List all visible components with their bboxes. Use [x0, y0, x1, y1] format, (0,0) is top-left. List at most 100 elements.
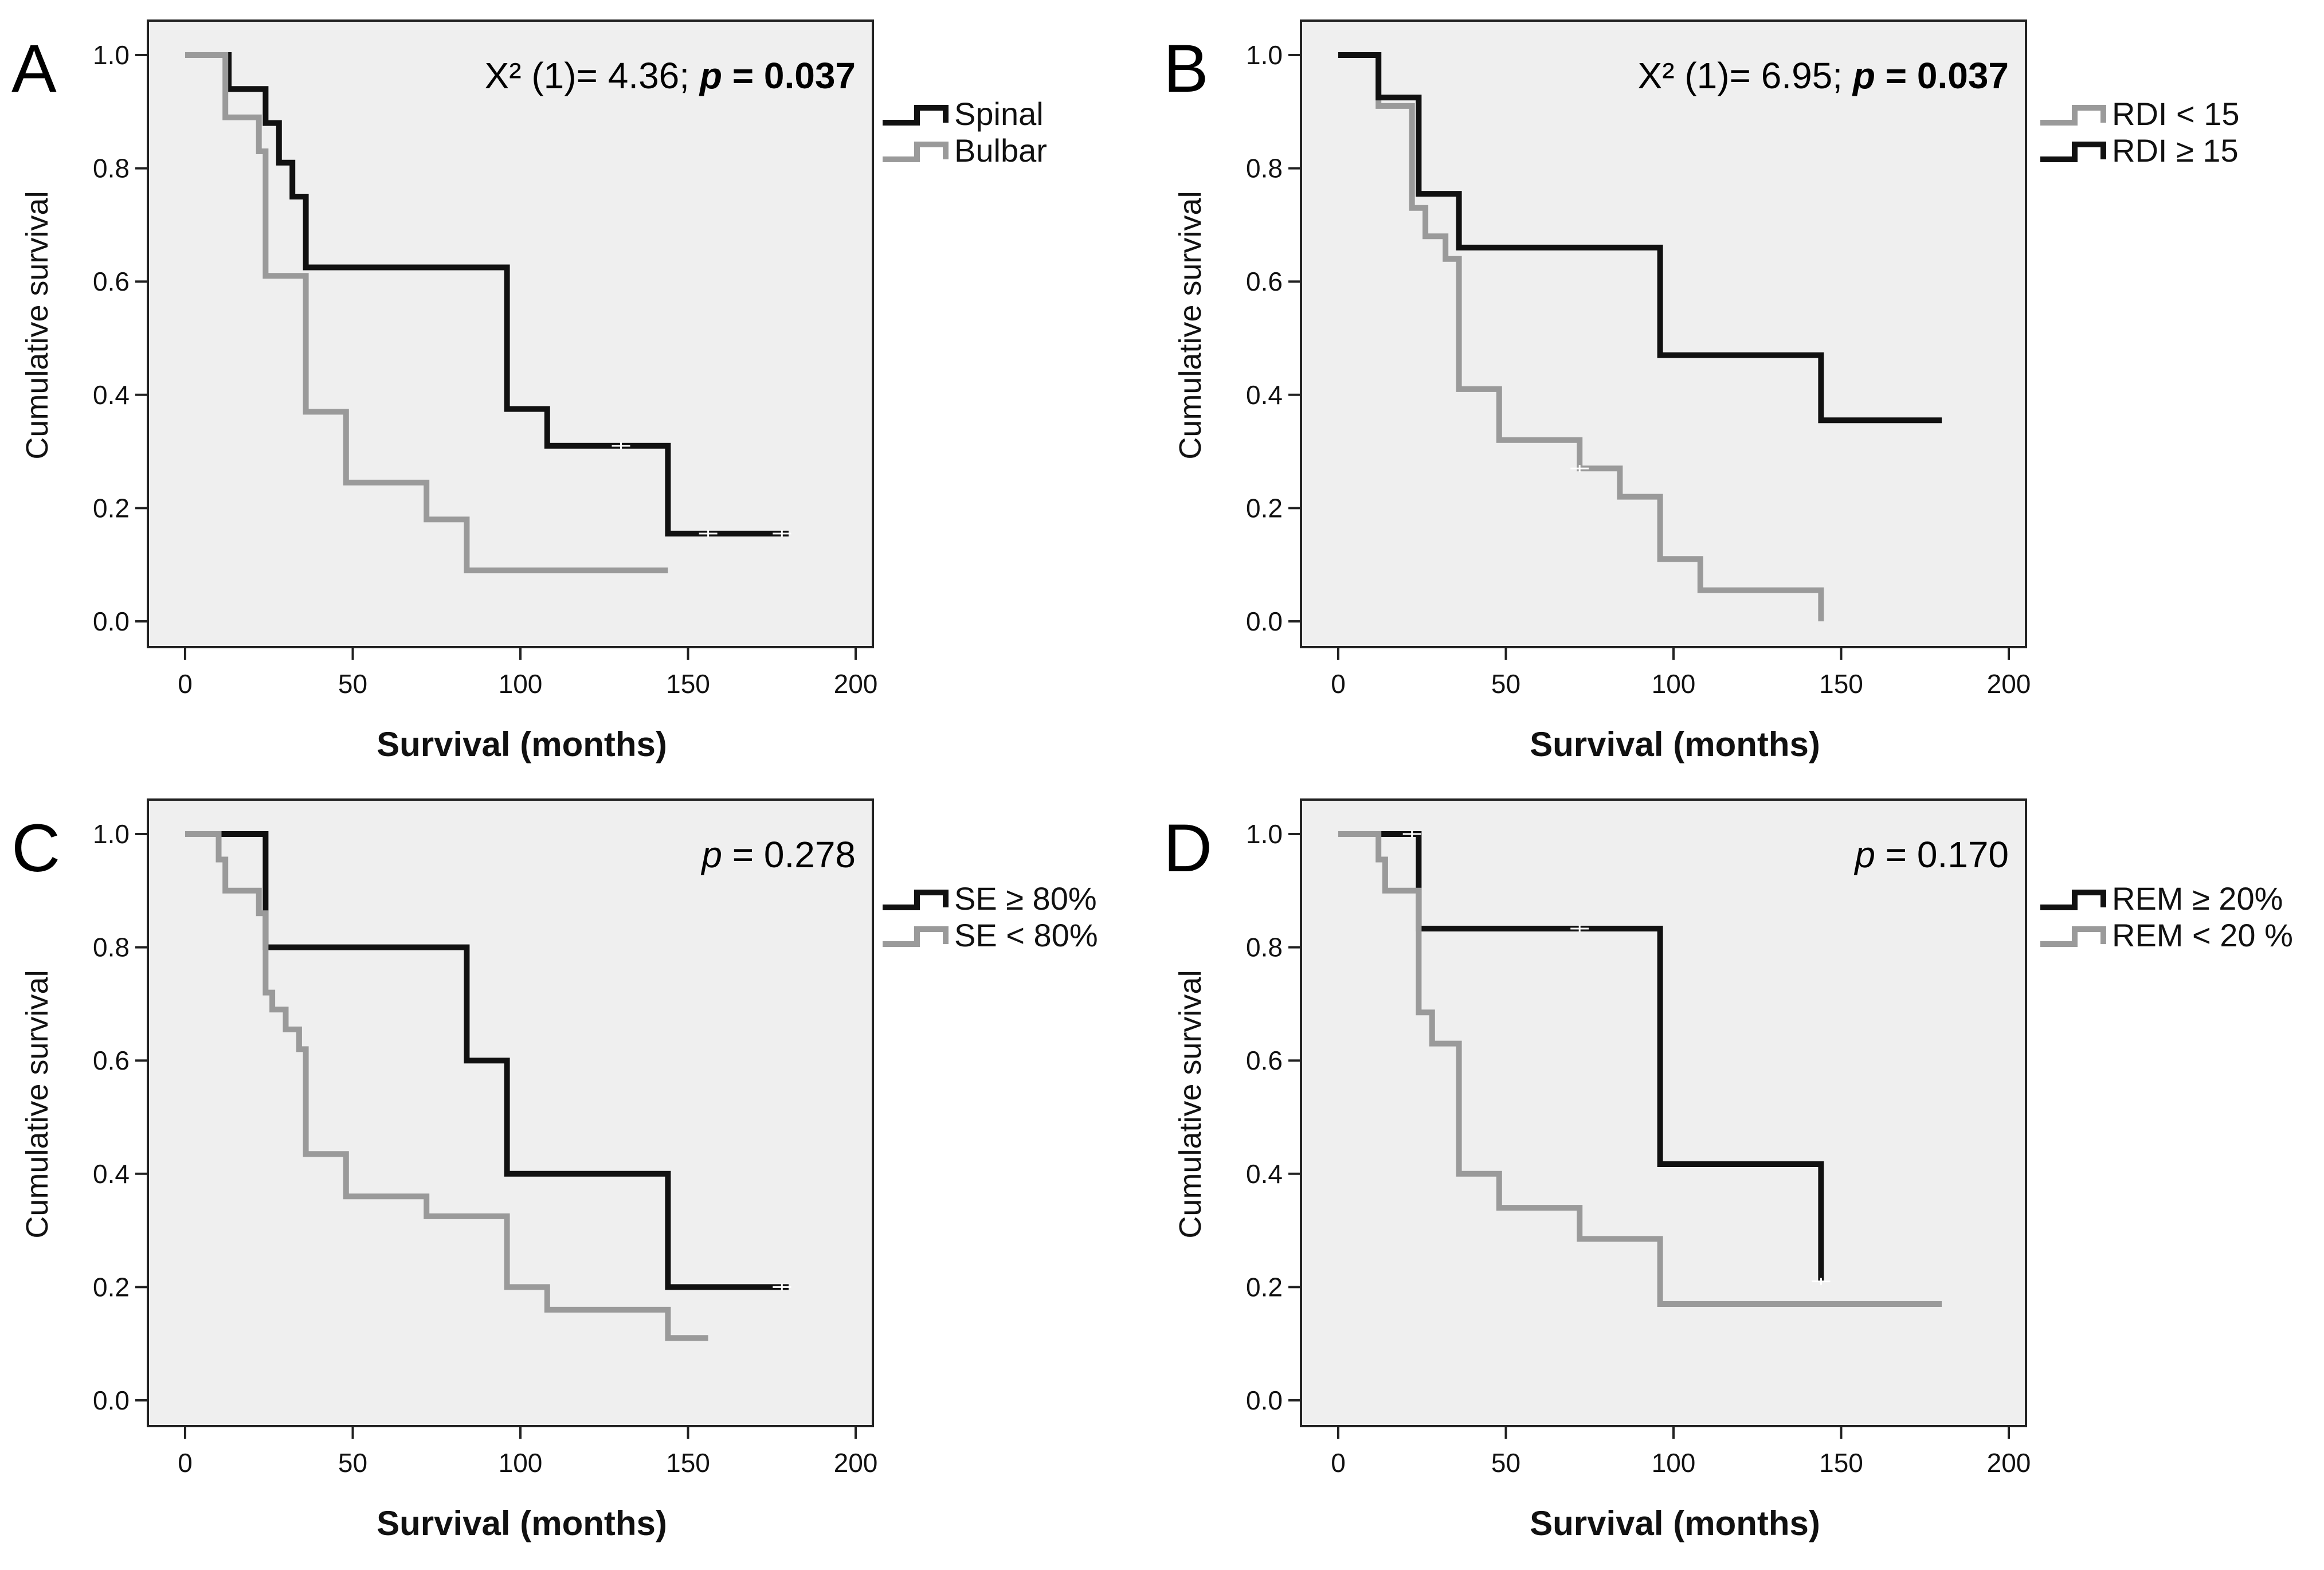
p-value: = 0.037: [1875, 55, 2009, 96]
x-tick-label: 200: [834, 1448, 878, 1478]
x-tick-label: 50: [1491, 1448, 1520, 1478]
legend-label: SE < 80%: [954, 917, 1098, 953]
series-line-1: [1338, 831, 1942, 1307]
legend-swatch: [2040, 890, 2106, 910]
series-line-0: [1338, 52, 1824, 621]
legend-swatch: [2040, 926, 2106, 947]
y-tick-label: 0.8: [93, 933, 130, 962]
legend-label: REM < 20 %: [2112, 917, 2293, 953]
plot-area: [1300, 798, 2027, 1427]
legend-swatch: [883, 142, 949, 162]
series-line-0: [185, 831, 789, 1290]
x-tick-label: 150: [666, 1448, 710, 1478]
p-label: p: [1852, 55, 1875, 96]
y-axis-title: Cumulative survival: [20, 191, 54, 459]
series-line-1: [185, 52, 668, 574]
p-value: = 0.037: [722, 55, 856, 96]
x-axis-title: Survival (months): [377, 725, 667, 764]
panel-A: A 0.0 0.2 0.4 0.6 0.8 1.0 0 50 100 150 200 Survival …: [11, 19, 1047, 764]
stat-annotation: X² (1)= 6.95; p = 0.037: [1638, 55, 2009, 96]
series-line-0: [185, 52, 789, 537]
y-tick-label: 0.4: [1246, 1159, 1283, 1189]
y-tick-label: 0.8: [1246, 933, 1283, 962]
y-tick-label: 1.0: [93, 819, 130, 849]
y-tick-label: 0.4: [93, 1159, 130, 1189]
stat-text: X² (1)= 6.95;: [1638, 55, 1853, 96]
x-tick-label: 50: [338, 669, 367, 699]
x-tick-label: 200: [1987, 669, 2031, 699]
plot-area: [147, 798, 874, 1427]
panel-C: C 0.0 0.2 0.4 0.6 0.8 1.0 0 50 100 150 200 Survival …: [11, 798, 1098, 1542]
legend-swatch: [883, 890, 949, 910]
x-tick-label: 50: [338, 1448, 367, 1478]
x-tick-label: 100: [1652, 1448, 1696, 1478]
stat-text: X² (1)= 4.36;: [485, 55, 700, 96]
x-axis-title: Survival (months): [377, 1504, 667, 1542]
y-tick-label: 0.8: [93, 154, 130, 183]
y-tick-label: 0.6: [1246, 1046, 1283, 1075]
y-axis-title: Cumulative survival: [20, 970, 54, 1238]
x-tick-label: 0: [1331, 1448, 1346, 1478]
series-line-1: [1338, 52, 1942, 424]
legend-label: RDI < 15: [2112, 96, 2240, 132]
p-label: p: [1853, 834, 1875, 875]
y-tick-label: 0.4: [1246, 380, 1283, 410]
plot-area: [1300, 19, 2027, 648]
stat-annotation: p = 0.170: [1853, 834, 2009, 875]
y-tick-label: 0.0: [1246, 606, 1283, 636]
panel-letter: C: [11, 811, 60, 886]
y-tick-label: 0.2: [93, 493, 130, 523]
legend-swatch: [883, 105, 949, 126]
legend-label: SE ≥ 80%: [954, 880, 1097, 917]
y-axis-title: Cumulative survival: [1173, 191, 1208, 459]
p-label: p: [699, 55, 722, 96]
x-tick-label: 0: [178, 1448, 193, 1478]
x-tick-label: 200: [834, 669, 878, 699]
y-tick-label: 0.0: [93, 1385, 130, 1415]
stat-annotation: X² (1)= 4.36; p = 0.037: [485, 55, 856, 96]
p-label: p: [700, 834, 722, 875]
panel-letter: B: [1163, 31, 1209, 107]
y-axis-title: Cumulative survival: [1173, 970, 1208, 1238]
x-tick-label: 0: [178, 669, 193, 699]
y-tick-label: 0.6: [1246, 267, 1283, 296]
y-tick-label: 1.0: [1246, 819, 1283, 849]
x-tick-label: 150: [1819, 1448, 1863, 1478]
legend-label: Spinal: [954, 96, 1044, 132]
stat-annotation: p = 0.278: [700, 834, 856, 875]
p-value: = 0.170: [1875, 834, 2009, 875]
panel-D: D 0.0 0.2 0.4 0.6 0.8 1.0 0 50 100 150 200 Survival …: [1163, 798, 2293, 1542]
y-tick-label: 0.0: [93, 606, 130, 636]
y-tick-label: 0.6: [93, 267, 130, 296]
legend-swatch: [2040, 105, 2106, 126]
y-tick-label: 0.2: [1246, 493, 1283, 523]
legend-label: RDI ≥ 15: [2112, 132, 2239, 169]
x-tick-label: 100: [499, 1448, 543, 1478]
panel-letter: D: [1163, 811, 1212, 886]
y-tick-label: 0.6: [93, 1046, 130, 1075]
y-tick-label: 1.0: [93, 40, 130, 70]
y-tick-label: 0.2: [1246, 1272, 1283, 1302]
x-axis-title: Survival (months): [1530, 725, 1820, 764]
legend-swatch: [2040, 142, 2106, 162]
x-tick-label: 50: [1491, 669, 1520, 699]
legend-swatch: [883, 926, 949, 947]
x-tick-label: 0: [1331, 669, 1346, 699]
y-tick-label: 0.8: [1246, 154, 1283, 183]
y-tick-label: 0.4: [93, 380, 130, 410]
x-tick-label: 150: [1819, 669, 1863, 699]
y-tick-label: 0.2: [93, 1272, 130, 1302]
x-tick-label: 100: [1652, 669, 1696, 699]
x-tick-label: 150: [666, 669, 710, 699]
series-line-1: [185, 831, 708, 1341]
p-value: = 0.278: [722, 834, 856, 875]
x-tick-label: 100: [499, 669, 543, 699]
panel-letter: A: [11, 31, 57, 107]
panel-B: B 0.0 0.2 0.4 0.6 0.8 1.0 0 50 100 150 200 Survival …: [1163, 19, 2240, 764]
x-tick-label: 200: [1987, 1448, 2031, 1478]
x-axis-title: Survival (months): [1530, 1504, 1820, 1542]
legend-label: Bulbar: [954, 132, 1047, 169]
y-tick-label: 0.0: [1246, 1385, 1283, 1415]
legend-label: REM ≥ 20%: [2112, 880, 2283, 917]
